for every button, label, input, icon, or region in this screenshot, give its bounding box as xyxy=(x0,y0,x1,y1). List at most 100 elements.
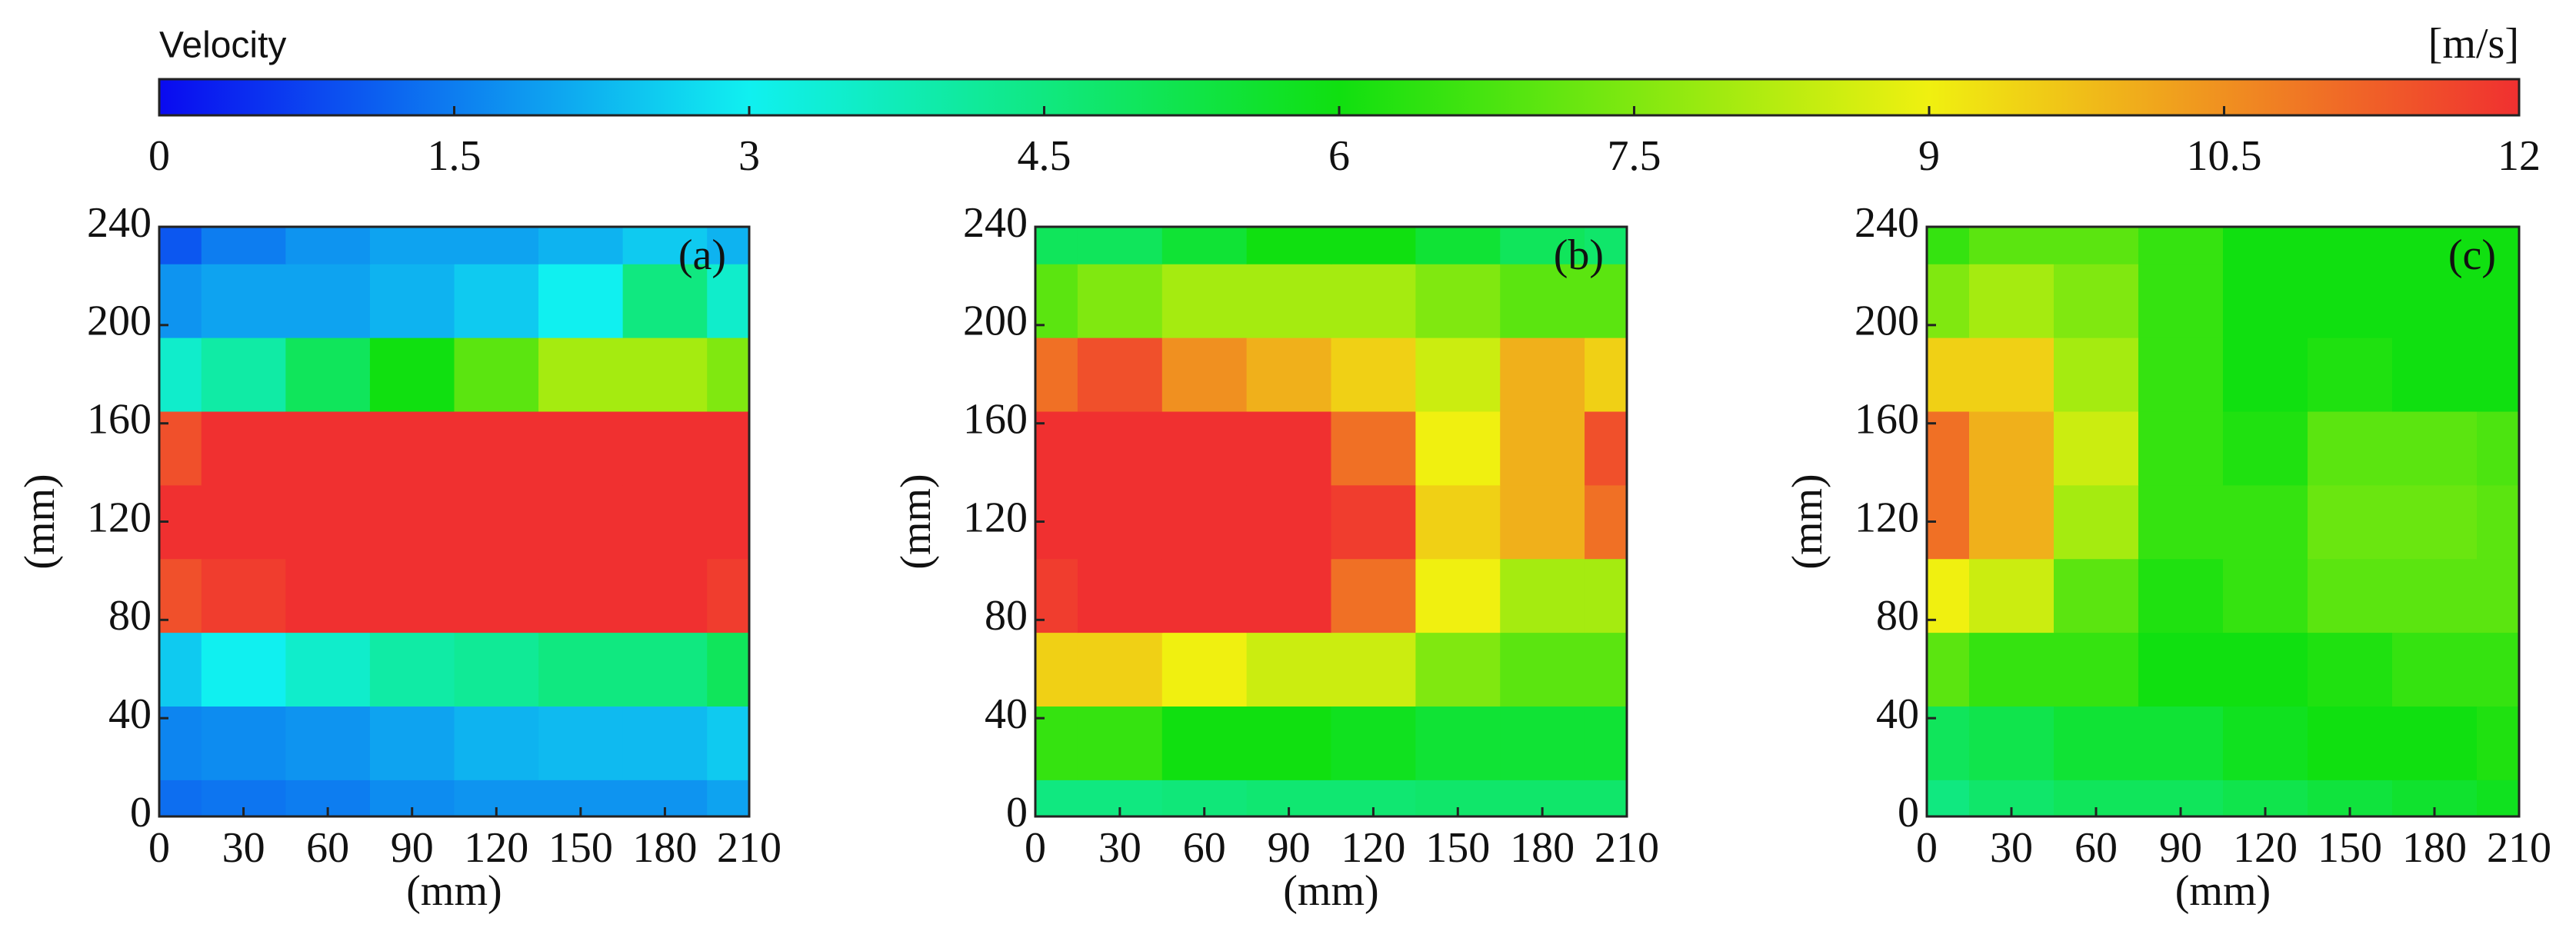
cell xyxy=(454,411,539,486)
cell xyxy=(1077,558,1163,633)
cell xyxy=(1415,484,1501,560)
cell xyxy=(2477,263,2520,338)
cell xyxy=(2223,706,2308,780)
cell xyxy=(2392,227,2478,264)
cell xyxy=(1415,337,1501,412)
cell xyxy=(1969,263,2054,338)
cell xyxy=(2477,706,2520,780)
cell xyxy=(2223,558,2308,633)
colorbar-tick-label: 0 xyxy=(148,132,170,180)
cell xyxy=(1500,632,1585,707)
y-tick-label: 160 xyxy=(963,396,1028,444)
y-tick-label: 40 xyxy=(1876,690,1919,738)
cell xyxy=(1585,337,1628,412)
y-tick-label: 80 xyxy=(985,592,1028,640)
cell xyxy=(1500,263,1585,338)
cell xyxy=(2477,484,2520,560)
cell xyxy=(285,227,371,264)
x-tick-label: 210 xyxy=(1595,824,1659,872)
cell xyxy=(1927,337,1970,412)
cell xyxy=(1500,411,1585,486)
cell xyxy=(2308,632,2393,707)
cell xyxy=(2392,632,2478,707)
cell xyxy=(201,337,287,412)
cell xyxy=(622,227,708,264)
x-tick-label: 120 xyxy=(2233,824,2298,872)
y-tick-label: 0 xyxy=(130,789,152,836)
cell xyxy=(2054,337,2139,412)
cell xyxy=(2223,484,2308,560)
cell xyxy=(2138,706,2224,780)
cell xyxy=(2138,263,2224,338)
cell xyxy=(285,632,371,707)
colorbar-title: Velocity xyxy=(159,25,286,66)
cell xyxy=(1077,706,1163,780)
x-tick-label: 0 xyxy=(1025,824,1046,872)
x-tick-label: 180 xyxy=(632,824,697,872)
cell xyxy=(1077,411,1163,486)
cell xyxy=(369,411,455,486)
cell xyxy=(2054,706,2139,780)
cell xyxy=(201,558,287,633)
cell xyxy=(622,484,708,560)
y-tick-label: 240 xyxy=(963,199,1028,247)
cell xyxy=(1415,632,1501,707)
cell xyxy=(201,227,287,264)
cell xyxy=(1246,411,1332,486)
colorbar-tick-label: 6 xyxy=(1328,132,1350,180)
cell xyxy=(1161,337,1248,412)
cell xyxy=(1246,706,1332,780)
colorbar-tick-label: 9 xyxy=(1918,132,1940,180)
y-tick-label: 80 xyxy=(1876,592,1919,640)
cell xyxy=(2477,780,2520,817)
cell xyxy=(2054,484,2139,560)
x-tick-label: 90 xyxy=(391,824,434,872)
cell xyxy=(538,411,624,486)
cell xyxy=(1246,632,1332,707)
cell xyxy=(2138,484,2224,560)
cell xyxy=(454,706,539,780)
cell xyxy=(1585,780,1628,817)
x-tick-label: 120 xyxy=(1341,824,1405,872)
cell xyxy=(201,484,287,560)
x-tick-label: 150 xyxy=(548,824,613,872)
cell xyxy=(707,558,750,633)
cell xyxy=(1077,337,1163,412)
cell xyxy=(1035,263,1078,338)
colorbar-unit: [m/s] xyxy=(2428,20,2519,68)
x-tick-label: 210 xyxy=(717,824,781,872)
cell xyxy=(2054,558,2139,633)
y-tick-label: 40 xyxy=(985,690,1028,738)
cell xyxy=(2308,263,2393,338)
cell xyxy=(2392,263,2478,338)
cell xyxy=(2308,484,2393,560)
x-tick-label: 90 xyxy=(1268,824,1311,872)
cell xyxy=(369,706,455,780)
cell xyxy=(707,484,750,560)
cell xyxy=(1331,558,1417,633)
x-tick-label: 0 xyxy=(1916,824,1938,872)
cell xyxy=(538,632,624,707)
y-tick-label: 160 xyxy=(1855,396,1919,444)
cell xyxy=(2308,706,2393,780)
cell xyxy=(1969,706,2054,780)
cell xyxy=(1585,411,1628,486)
cell xyxy=(1969,632,2054,707)
cell xyxy=(1585,263,1628,338)
cell xyxy=(1927,780,1970,817)
cell xyxy=(2223,337,2308,412)
panel-label: (a) xyxy=(678,231,726,279)
x-tick-label: 60 xyxy=(1183,824,1226,872)
x-tick-label: 150 xyxy=(1425,824,1490,872)
y-tick-label: 240 xyxy=(87,199,152,247)
cell xyxy=(1035,558,1078,633)
cell xyxy=(1927,227,1970,264)
cell xyxy=(1161,411,1248,486)
cell xyxy=(369,263,455,338)
cell xyxy=(2138,632,2224,707)
cell xyxy=(538,484,624,560)
cell xyxy=(2308,227,2393,264)
cell xyxy=(2223,411,2308,486)
cell xyxy=(369,227,455,264)
